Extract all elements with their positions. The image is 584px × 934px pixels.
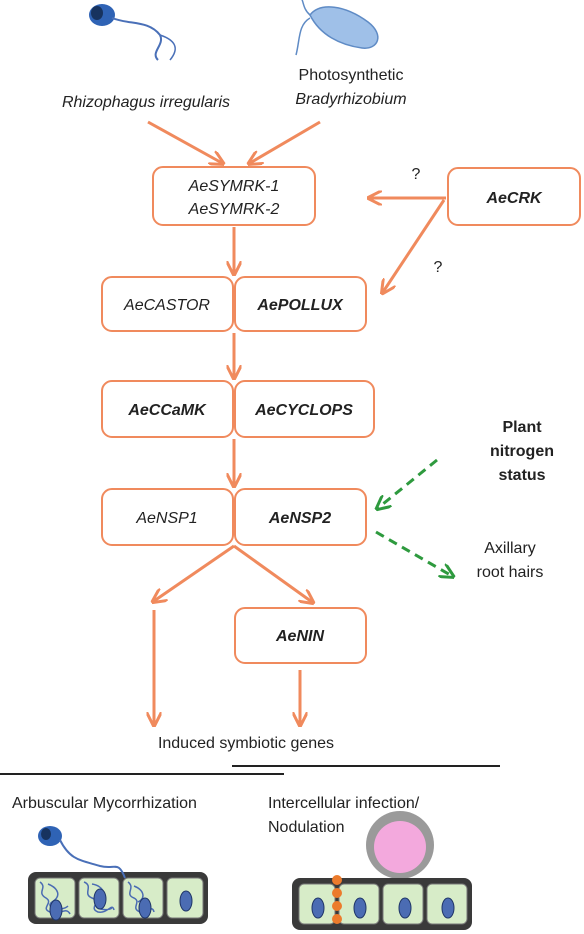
nitrogen-label-line2: nitrogen	[490, 443, 554, 460]
question-mark-1: ?	[412, 166, 421, 183]
crk-label: AeCRK	[485, 190, 543, 207]
bacterium-label-line2: Bradyrhizobium	[295, 91, 406, 108]
ccamk-label: AeCCaMK	[127, 402, 207, 419]
fungus-label: Rhizophagus irregularis	[62, 94, 230, 111]
castor-pollux-box: AeCASTOR AePOLLUX	[101, 276, 367, 332]
axillary-label-line2: root hairs	[477, 564, 544, 581]
nsp2-label: AeNSP2	[268, 510, 331, 527]
arbuscular-cells-illustration	[28, 826, 208, 924]
arrow-nsp-to-nin	[233, 544, 312, 602]
nin-label: AeNIN	[275, 628, 324, 645]
nsp-box: AeNSP1 AeNSP2	[101, 488, 367, 546]
crk-box: AeCRK	[447, 167, 581, 226]
nitrogen-label-line1: Plant	[502, 419, 542, 436]
symrk-box: AeSYMRK-1 AeSYMRK-2	[152, 166, 316, 226]
axillary-label-line1: Axillary	[484, 540, 536, 557]
nodulation-title-line1: Intercellular infection/	[268, 795, 420, 812]
nodulation-cells-illustration	[292, 811, 472, 930]
am-title: Arbuscular Mycorrhization	[12, 795, 197, 812]
question-mark-2: ?	[434, 259, 443, 276]
dashed-arrow-nsp2-to-axillary	[375, 530, 452, 576]
bacterium-icon	[295, 0, 379, 56]
arrow-nsp-to-left-branch	[154, 544, 235, 601]
dashed-arrow-nitrogen-to-nsp2	[378, 458, 438, 508]
nodulation-title-line2: Nodulation	[268, 819, 345, 836]
castor-label: AeCASTOR	[123, 297, 210, 314]
pollux-label: AePOLLUX	[256, 297, 344, 314]
symrk-label-2: AeSYMRK-2	[188, 201, 280, 218]
arrow-fungus-to-symrk	[147, 120, 222, 163]
arrow-crk-to-pollux	[383, 199, 446, 292]
bacterium-label-line1: Photosynthetic	[299, 67, 404, 84]
induced-genes-label: Induced symbiotic genes	[158, 735, 334, 752]
arrow-bacterium-to-symrk	[250, 120, 321, 163]
nsp1-label: AeNSP1	[135, 510, 197, 527]
cyclops-label: AeCYCLOPS	[254, 402, 353, 419]
fungal-spore-icon	[89, 4, 176, 61]
nin-box: AeNIN	[234, 607, 367, 664]
nitrogen-label-line3: status	[498, 467, 545, 484]
symrk-label-1: AeSYMRK-1	[188, 178, 280, 195]
ccamk-cyclops-box: AeCCaMK AeCYCLOPS	[101, 380, 375, 438]
